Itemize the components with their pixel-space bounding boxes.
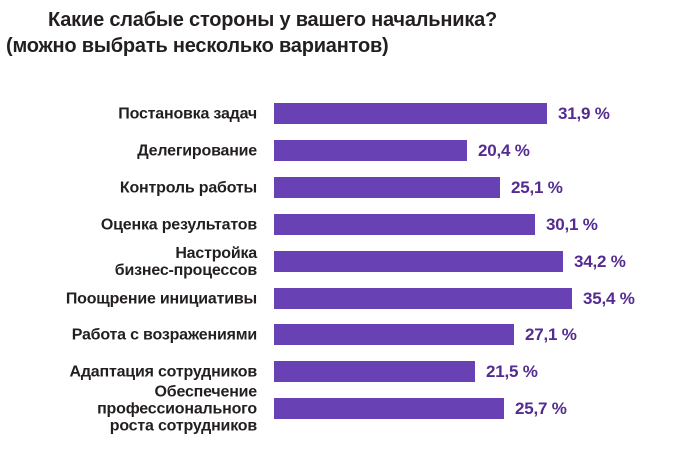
bar-row: Оценка результатов 30,1 % — [0, 214, 700, 235]
category-label: Адаптация сотрудников — [69, 363, 258, 380]
category-label: Делегирование — [137, 142, 257, 159]
bar — [274, 251, 563, 272]
chart-subtitle: (можно выбрать несколько вариантов) — [6, 35, 389, 57]
bar-row: Постановка задач 31,9 % — [0, 103, 700, 124]
category-label: Контроль работы — [119, 179, 257, 196]
bar-row: Контроль работы 25,1 % — [0, 177, 700, 198]
category-label: Обеспечение профессионального роста сотруд… — [97, 383, 257, 434]
bar — [274, 140, 467, 161]
value-label: 34,2 % — [574, 251, 626, 271]
bar — [274, 361, 475, 382]
bar-row: Обеспечение профессионального роста сотруд… — [0, 383, 700, 434]
value-label: 20,4 % — [478, 140, 530, 160]
bar-row: Работа с возражениями 27,1 % — [0, 324, 700, 345]
bar-row: Адаптация сотрудников 21,5 % — [0, 361, 700, 382]
bar-row: Делегирование 20,4 % — [0, 140, 700, 161]
category-label: Работа с возражениями — [71, 326, 257, 343]
bar — [274, 214, 535, 235]
bar — [274, 398, 504, 419]
category-label: Настройка бизнес-процессов — [114, 244, 257, 279]
value-label: 21,5 % — [486, 361, 538, 381]
value-label: 30,1 % — [546, 214, 598, 234]
bar — [274, 177, 500, 198]
bar — [274, 288, 572, 309]
bar-row: Настройка бизнес-процессов 34,2 % — [0, 245, 700, 279]
value-label: 25,7 % — [515, 398, 567, 418]
value-label: 35,4 % — [583, 288, 635, 308]
category-label: Поощрение инициативы — [65, 290, 257, 307]
value-label: 31,9 % — [558, 103, 610, 123]
category-label: Оценка результатов — [100, 216, 257, 233]
bar-row: Поощрение инициативы 35,4 % — [0, 288, 700, 309]
category-label: Постановка задач — [118, 105, 257, 122]
bar — [274, 103, 547, 124]
value-label: 25,1 % — [511, 177, 563, 197]
value-label: 27,1 % — [525, 324, 577, 344]
bar — [274, 324, 514, 345]
chart-title: Какие слабые стороны у вашего начальника… — [48, 9, 498, 31]
